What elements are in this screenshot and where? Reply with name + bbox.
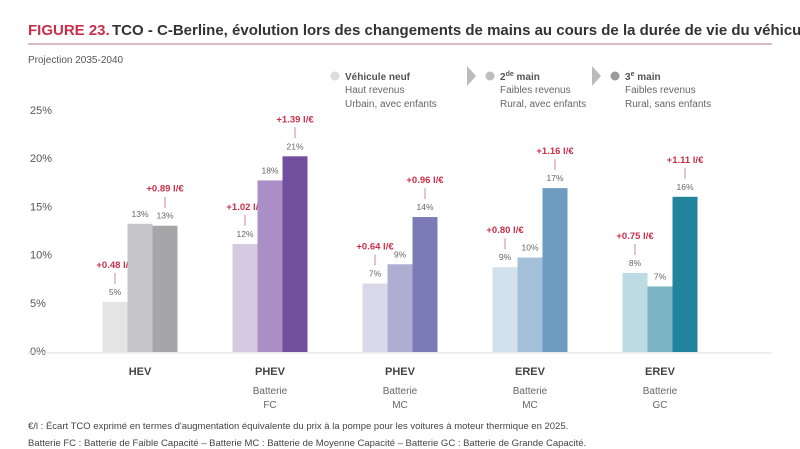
bar — [362, 283, 388, 352]
figure-label: FIGURE 23. — [28, 22, 110, 39]
legend: Véhicule neuf Haut revenus Urbain, avec en… — [330, 66, 711, 110]
annotation-label: +0.75 l/€ — [616, 231, 654, 242]
legend-item: 2de main Faibles revenus Rural, avec enfan… — [485, 71, 586, 110]
bar-value-label: 18% — [261, 165, 278, 175]
bar — [542, 188, 568, 352]
category-label: EREV — [515, 366, 546, 378]
chart-subtitle: Projection 2035-2040 — [28, 55, 124, 66]
annotation-label: +1.39 l/€ — [276, 114, 314, 125]
y-tick-label: 0% — [30, 346, 46, 358]
bar — [232, 244, 258, 352]
legend-line: Faibles revenus — [625, 85, 696, 96]
category-sublabel: MC — [522, 400, 538, 411]
bar-group: 9% +0.80 l/€ 10% 17% +1.16 l/€ — [486, 146, 574, 352]
bar — [127, 223, 153, 352]
legend-dot-icon — [610, 71, 620, 81]
bar-value-label: 14% — [416, 202, 433, 212]
bar-value-label: 5% — [109, 287, 122, 297]
bar-value-label: 13% — [131, 209, 148, 219]
bar-value-label: 10% — [521, 243, 538, 253]
category-sublabel: FC — [263, 400, 276, 411]
bar-group: 7% +0.64 l/€9% 14% +0.96 l/€ — [356, 175, 444, 352]
chart-title: TCO - C-Berline, évolution lors des chan… — [112, 22, 800, 39]
category-label: HEV — [129, 366, 152, 378]
annotation-label: +1.02 l/€ — [226, 202, 264, 213]
bar-group: 12% +1.02 l/€ 18% 21% +1.39 l/€ — [226, 114, 314, 352]
bar-value-label: 16% — [676, 182, 693, 192]
annotation-label: +0.89 l/€ — [146, 184, 184, 195]
bar-group: 8% +0.75 l/€ 7% 16% +1.11 l/€ — [616, 155, 704, 352]
legend-line: Urbain, avec enfants — [345, 99, 437, 110]
bar-value-label: 7% — [654, 271, 667, 281]
bar-value-label: 9% — [499, 252, 512, 262]
legend-dot-icon — [330, 71, 340, 81]
arrow-icon — [592, 66, 601, 86]
bar — [387, 264, 413, 352]
annotation-label: +1.11 l/€ — [667, 155, 704, 166]
category-sublabel: Batterie — [513, 386, 548, 397]
bar-group: 5% +0.48 l/€ 13% 13% +0.89 l/€ — [96, 184, 184, 352]
bar — [492, 267, 518, 352]
legend-title: Véhicule neuf — [345, 72, 411, 83]
footnote-1: €/l : Écart TCO exprimé en termes d'augm… — [28, 421, 568, 432]
bar-value-label: 7% — [369, 269, 382, 279]
footnote-2: Batterie FC : Batterie de Faible Capacit… — [28, 438, 586, 449]
bar — [152, 225, 178, 352]
annotation-label: +0.64 l/€ — [356, 242, 394, 253]
legend-line: Rural, avec enfants — [500, 99, 586, 110]
y-tick-label: 25% — [30, 105, 52, 117]
category-label: PHEV — [385, 366, 416, 378]
legend-line: Faibles revenus — [500, 85, 571, 96]
bar — [647, 286, 673, 352]
legend-line: Haut revenus — [345, 85, 404, 96]
legend-title: 2de main — [500, 71, 540, 83]
bar — [672, 196, 698, 352]
bar-value-label: 8% — [629, 258, 642, 268]
arrow-icon — [467, 66, 476, 86]
bar-value-label: 9% — [394, 249, 407, 259]
bar — [412, 217, 438, 352]
category-label: EREV — [645, 366, 676, 378]
category-sublabel: GC — [653, 400, 668, 411]
legend-item: 3e main Faibles revenus Rural, sans enfant… — [610, 71, 711, 110]
y-tick-label: 15% — [30, 201, 52, 213]
legend-title: 3e main — [625, 71, 661, 83]
annotation-label: +0.96 l/€ — [406, 175, 444, 186]
bar — [257, 180, 283, 352]
category-sublabel: Batterie — [383, 386, 418, 397]
bar — [102, 301, 128, 352]
x-axis: HEV PHEV Batterie FC PHEV Batterie MC EREV Batte… — [129, 366, 678, 411]
annotation-label: +0.48 l/€ — [96, 260, 134, 271]
y-axis: 0% 5% 10% 15% 20% 25% — [28, 105, 772, 358]
bar — [282, 156, 308, 352]
y-tick-label: 10% — [30, 250, 52, 262]
category-sublabel: Batterie — [253, 386, 288, 397]
legend-dot-icon — [485, 71, 495, 81]
bars: 5% +0.48 l/€ 13% 13% +0.89 l/€ 12% +1.02 l/€ 18… — [96, 114, 704, 352]
category-sublabel: MC — [392, 400, 408, 411]
category-label: PHEV — [255, 366, 286, 378]
legend-line: Rural, sans enfants — [625, 99, 711, 110]
bar — [517, 257, 543, 352]
bar — [622, 272, 648, 352]
bar-value-label: 21% — [286, 141, 303, 151]
annotation-label: +1.16 l/€ — [536, 146, 574, 157]
y-tick-label: 5% — [30, 298, 46, 310]
bar-value-label: 17% — [546, 173, 563, 183]
y-tick-label: 20% — [30, 153, 52, 165]
category-sublabel: Batterie — [643, 386, 678, 397]
annotation-label: +0.80 l/€ — [486, 225, 524, 236]
bar-value-label: 13% — [156, 211, 173, 221]
legend-item: Véhicule neuf Haut revenus Urbain, avec en… — [330, 71, 437, 110]
bar-value-label: 12% — [236, 229, 253, 239]
